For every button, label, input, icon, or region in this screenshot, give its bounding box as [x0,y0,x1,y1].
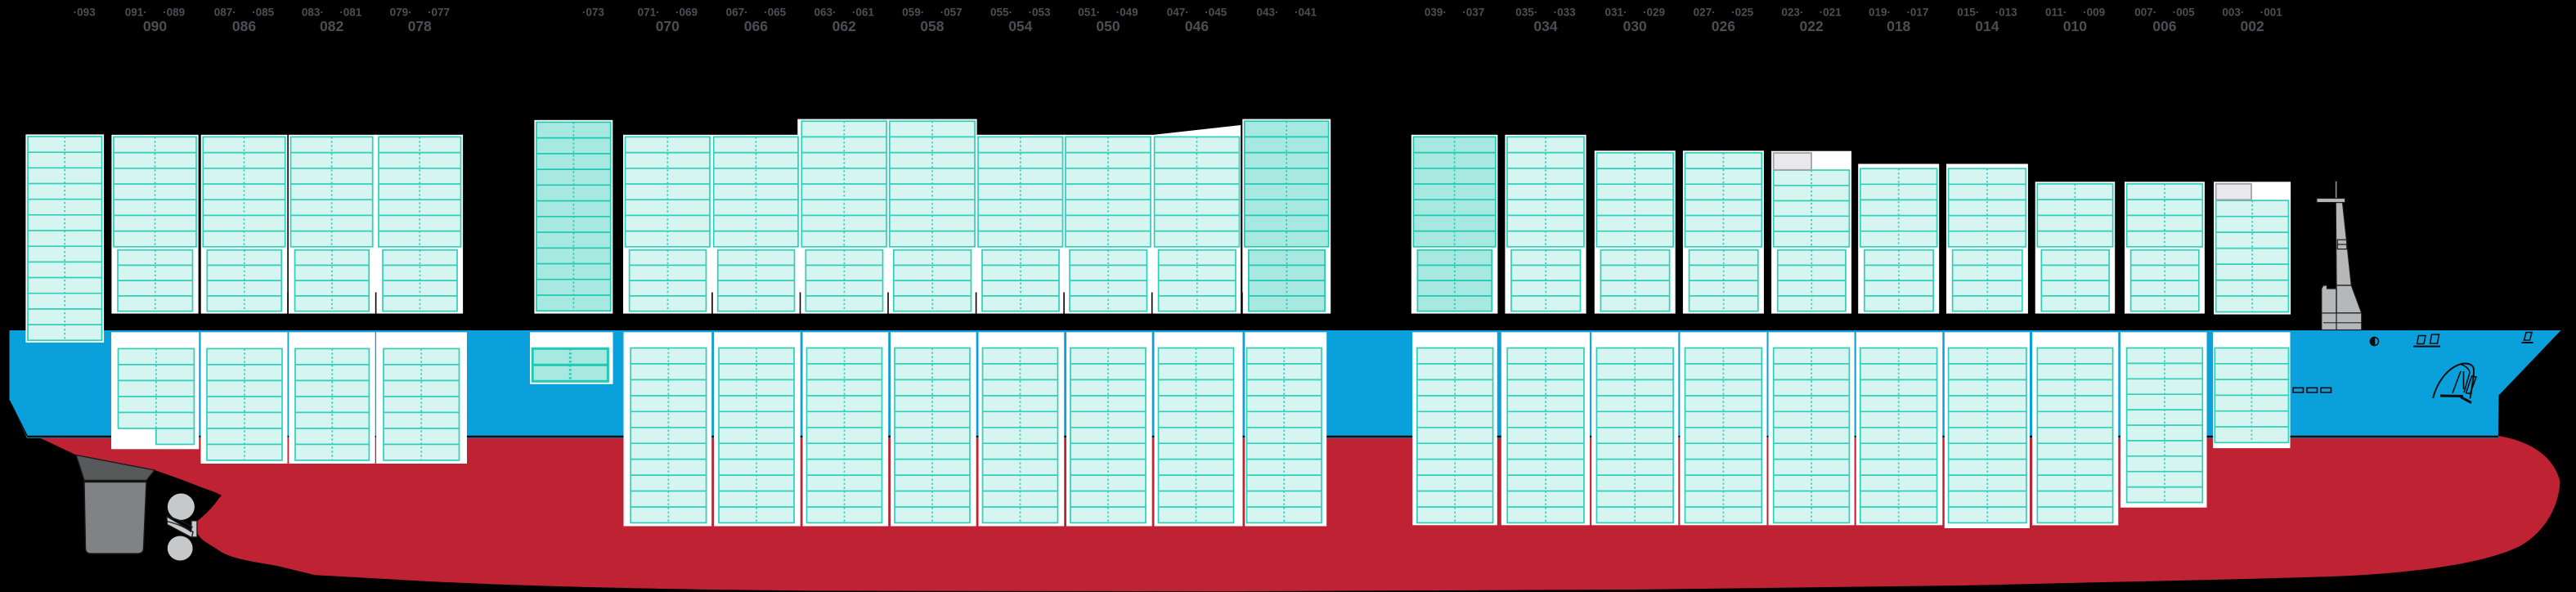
svg-text:·073: ·073 [582,6,605,18]
svg-text:·077: ·077 [428,6,450,18]
svg-text:050: 050 [1096,18,1120,34]
svg-text:·017: ·017 [1906,6,1928,18]
svg-text:015·: 015· [1957,6,1979,18]
svg-text:023·: 023· [1781,6,1803,18]
svg-text:·065: ·065 [764,6,787,18]
svg-text:·025: ·025 [1731,6,1754,18]
svg-text:034: 034 [1533,18,1557,34]
svg-text:010: 010 [2063,18,2087,34]
svg-text:·069: ·069 [675,6,698,18]
svg-text:·089: ·089 [163,6,185,18]
svg-text:051·: 051· [1078,6,1100,18]
svg-text:·037: ·037 [1462,6,1484,18]
svg-text:·005: ·005 [2173,6,2196,18]
svg-text:030: 030 [1623,18,1647,34]
svg-text:·001: ·001 [2260,6,2283,18]
svg-text:·013: ·013 [1995,6,2018,18]
svg-text:062: 062 [832,18,856,34]
svg-text:·085: ·085 [252,6,275,18]
svg-text:·009: ·009 [2083,6,2105,18]
svg-text:083·: 083· [302,6,324,18]
svg-text:·057: ·057 [940,6,963,18]
svg-text:055·: 055· [990,6,1012,18]
svg-text:022: 022 [1799,18,1823,34]
svg-text:·029: ·029 [1643,6,1665,18]
svg-text:·049: ·049 [1116,6,1138,18]
svg-text:031·: 031· [1604,6,1627,18]
svg-text:070: 070 [656,18,680,34]
svg-text:071·: 071· [638,6,660,18]
svg-text:059·: 059· [902,6,924,18]
svg-text:086: 086 [232,18,256,34]
svg-text:058: 058 [920,18,944,34]
svg-text:018: 018 [1887,18,1910,34]
svg-text:·053: ·053 [1028,6,1051,18]
svg-text:011·: 011· [2045,6,2067,18]
svg-text:054: 054 [1008,18,1032,34]
svg-text:039·: 039· [1425,6,1447,18]
svg-text:·021: ·021 [1820,6,1842,18]
svg-text:·045: ·045 [1205,6,1227,18]
svg-text:·033: ·033 [1554,6,1577,18]
svg-text:019·: 019· [1869,6,1891,18]
svg-text:067·: 067· [726,6,748,18]
svg-text:·093: ·093 [74,6,96,18]
svg-text:066: 066 [744,18,768,34]
svg-text:087·: 087· [214,6,236,18]
svg-text:014: 014 [1975,18,1999,34]
svg-text:·041: ·041 [1295,6,1317,18]
svg-text:078: 078 [408,18,432,34]
svg-text:002: 002 [2240,18,2264,34]
svg-text:090: 090 [143,18,167,34]
svg-text:·061: ·061 [852,6,875,18]
svg-text:007·: 007· [2134,6,2156,18]
svg-text:063·: 063· [814,6,836,18]
svg-text:046: 046 [1185,18,1209,34]
svg-text:043·: 043· [1256,6,1278,18]
svg-text:006: 006 [2152,18,2176,34]
svg-text:082: 082 [320,18,343,34]
svg-text:035·: 035· [1515,6,1537,18]
svg-text:·081: ·081 [339,6,362,18]
svg-text:027·: 027· [1694,6,1716,18]
svg-text:091·: 091· [125,6,147,18]
svg-text:079·: 079· [390,6,412,18]
svg-text:026: 026 [1712,18,1735,34]
svg-text:003·: 003· [2222,6,2244,18]
svg-text:047·: 047· [1167,6,1189,18]
